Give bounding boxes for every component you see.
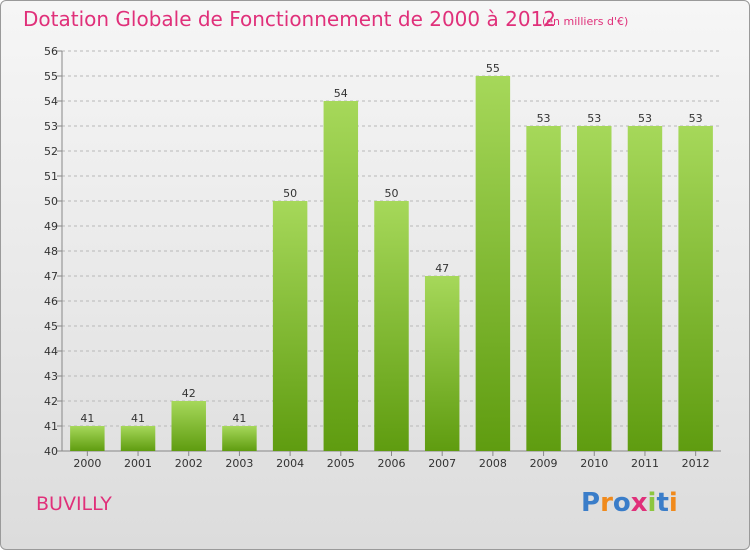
x-tick-label: 2003 xyxy=(225,457,253,470)
data-label: 42 xyxy=(182,387,196,400)
commune-name: BUVILLY xyxy=(36,493,112,515)
y-tick-label: 46 xyxy=(44,295,58,308)
chart-title: Dotation Globale de Fonctionnement de 20… xyxy=(23,7,556,31)
y-tick-label: 45 xyxy=(44,320,58,333)
bars xyxy=(70,76,713,451)
bar xyxy=(374,201,409,451)
x-tick-label: 2010 xyxy=(580,457,608,470)
bar xyxy=(475,76,511,451)
y-tick-label: 52 xyxy=(44,145,58,158)
logo-letter: t xyxy=(656,488,669,518)
logo-letter: i xyxy=(668,488,678,518)
logo-letter: r xyxy=(600,488,613,518)
y-tick-label: 50 xyxy=(44,195,58,208)
x-tick-label: 2008 xyxy=(479,457,507,470)
logo-letter: x xyxy=(630,488,648,518)
bar xyxy=(323,101,359,451)
data-label: 41 xyxy=(131,412,145,425)
x-tick-label: 2004 xyxy=(276,457,304,470)
y-tick-label: 42 xyxy=(44,395,58,408)
y-tick-label: 55 xyxy=(44,70,58,83)
y-tick-label: 51 xyxy=(44,170,58,183)
data-label: 54 xyxy=(334,87,348,100)
bar xyxy=(120,426,156,451)
x-tick-label: 2000 xyxy=(73,457,101,470)
x-tick-label: 2002 xyxy=(175,457,203,470)
data-label: 53 xyxy=(537,112,551,125)
data-label: 53 xyxy=(638,112,652,125)
bar xyxy=(272,201,308,451)
proxiti-logo: Proxiti xyxy=(581,488,678,518)
data-label: 47 xyxy=(435,262,449,275)
y-tick-label: 56 xyxy=(44,45,58,58)
x-tick-label: 2001 xyxy=(124,457,152,470)
y-tick-label: 49 xyxy=(44,220,58,233)
y-tick-label: 48 xyxy=(44,245,58,258)
y-tick-label: 41 xyxy=(44,420,58,433)
x-tick-label: 2007 xyxy=(428,457,456,470)
logo-letter: o xyxy=(612,488,631,518)
x-tick-label: 2012 xyxy=(682,457,710,470)
logo-letter: P xyxy=(581,488,601,518)
bar xyxy=(222,426,257,451)
x-tick-label: 2009 xyxy=(530,457,558,470)
bar xyxy=(577,126,612,451)
data-label: 53 xyxy=(689,112,703,125)
y-tick-label: 47 xyxy=(44,270,58,283)
labels: 40 41 42 43 44 45 46 47 48 49 50 51 52 53 54 55 56 41 2000… xyxy=(44,45,710,470)
bar xyxy=(627,126,663,451)
y-tick-label: 40 xyxy=(44,445,58,458)
data-label: 55 xyxy=(486,62,500,75)
bar xyxy=(678,126,713,451)
bar xyxy=(526,126,561,451)
data-label: 53 xyxy=(587,112,601,125)
data-label: 50 xyxy=(283,187,297,200)
x-tick-label: 2006 xyxy=(378,457,406,470)
bar xyxy=(171,401,206,451)
y-tick-label: 44 xyxy=(44,345,58,358)
x-tick-label: 2005 xyxy=(327,457,355,470)
chart-subtitle: (en milliers d'€) xyxy=(542,15,629,28)
bar xyxy=(70,426,105,451)
y-tick-label: 53 xyxy=(44,120,58,133)
data-label: 50 xyxy=(385,187,399,200)
logo-letter: i xyxy=(647,488,657,518)
bar xyxy=(424,276,460,451)
y-tick-label: 54 xyxy=(44,95,58,108)
data-label: 41 xyxy=(232,412,246,425)
y-tick-label: 43 xyxy=(44,370,58,383)
data-label: 41 xyxy=(80,412,94,425)
x-tick-label: 2011 xyxy=(631,457,659,470)
